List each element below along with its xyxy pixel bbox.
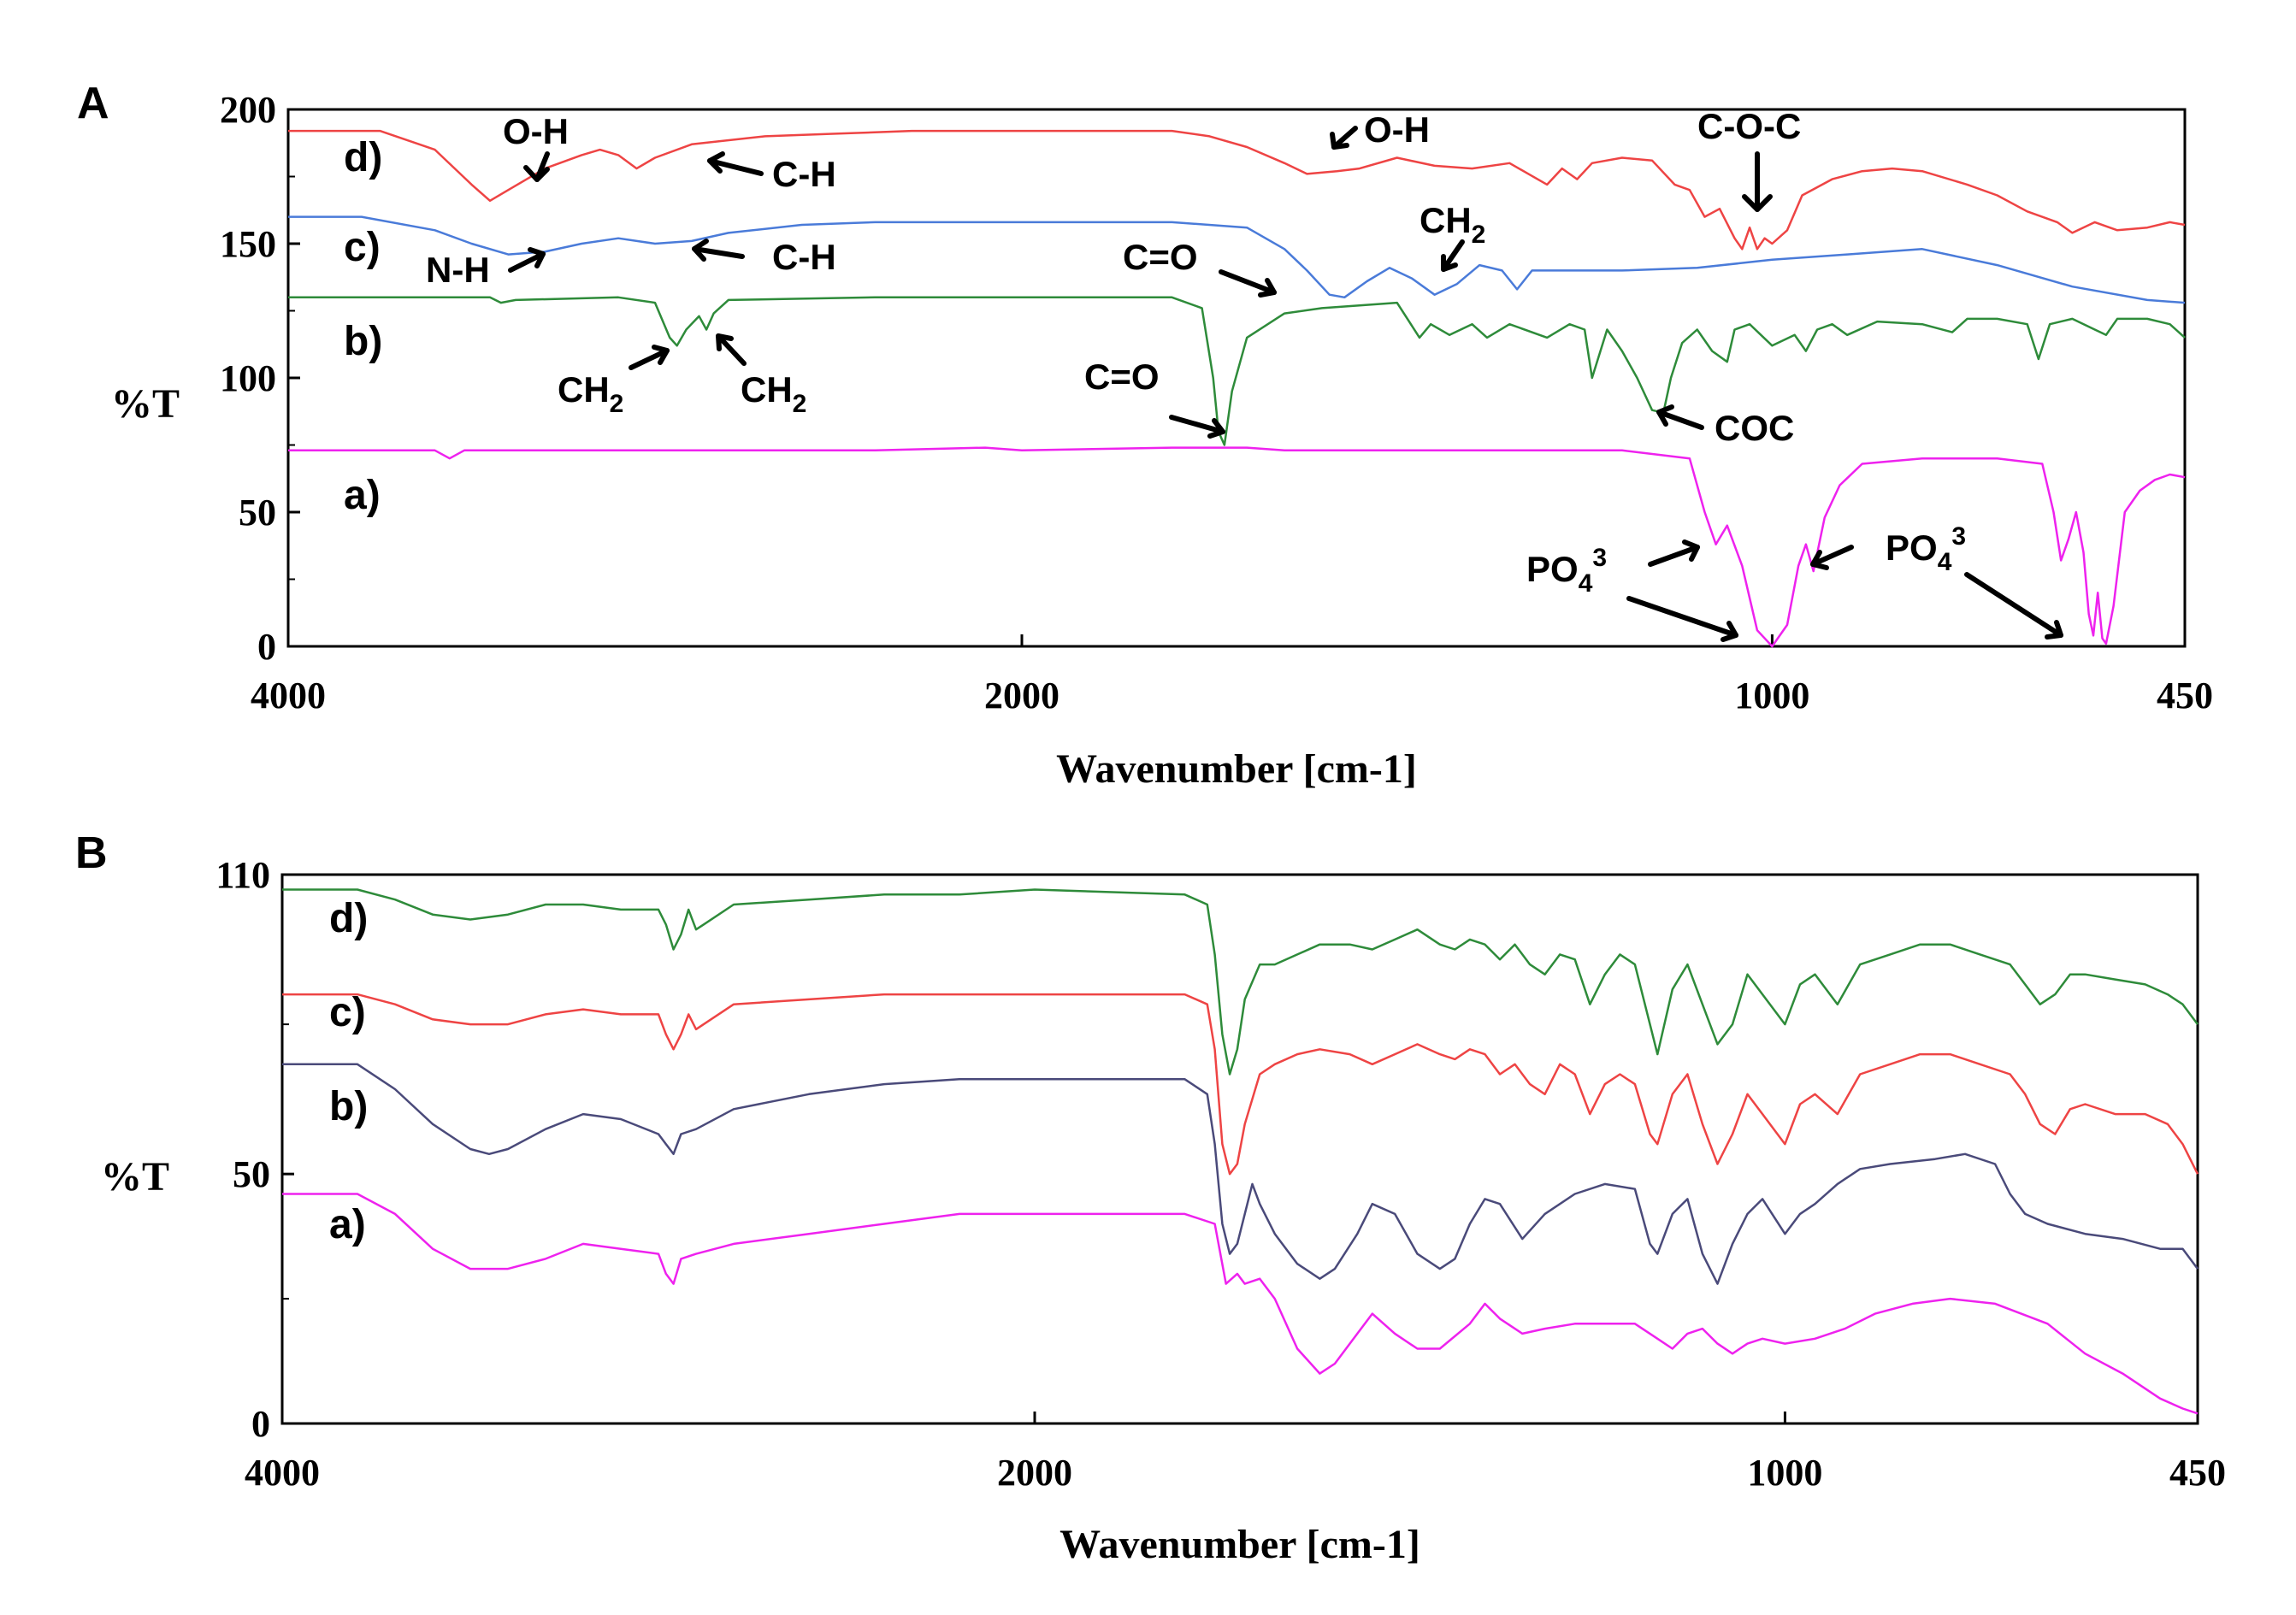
arrow-ch2-3 <box>716 333 747 366</box>
annotation-po4-1-sub: 4 <box>1579 569 1593 598</box>
arrow-po4-1a <box>1648 539 1700 567</box>
y-tick-label: 100 <box>220 357 276 399</box>
series-line-b <box>282 1063 2199 1285</box>
annotation-ch2-1-sub: 2 <box>1472 221 1486 249</box>
arrow-oh-1 <box>523 151 550 182</box>
panel-b-series <box>282 888 2199 1415</box>
arrow-oh-2 <box>1330 126 1358 150</box>
panel-b: B 0 50 110 4000 2000 1000 450 %T Wavenumber [… <box>75 828 2226 1567</box>
panel-a-x-ticks: 4000 2000 1000 450 <box>251 634 2213 716</box>
x-tick-label: 1000 <box>1734 675 1809 716</box>
panel-a-trace-label-b: b) <box>344 319 382 364</box>
x-tick-label: 2000 <box>997 1452 1072 1494</box>
panel-b-x-axis-label: Wavenumber [cm-1] <box>1059 1522 1420 1567</box>
panel-b-trace-label-d: d) <box>329 896 368 941</box>
series-line-c <box>288 215 2186 304</box>
series-line-b <box>288 296 2186 446</box>
annotation-ch2-2: CH2 <box>558 369 623 418</box>
annotation-po4-2-sub: 4 <box>1938 548 1952 576</box>
y-tick-label: 0 <box>257 626 276 668</box>
arrow-coc-1 <box>1742 151 1773 212</box>
annotation-coc-1: C-O-C <box>1697 106 1801 146</box>
arrow-ch-1 <box>707 151 764 176</box>
annotation-ch2-1-main: CH <box>1420 200 1472 240</box>
annotation-po4-2-main: PO <box>1886 528 1938 568</box>
panel-a-trace-label-c: c) <box>344 225 381 270</box>
arrow-po4-2a <box>1810 545 1854 570</box>
annotation-po4-2-sup: 3 <box>1951 522 1966 551</box>
series-line-a <box>282 1193 2199 1415</box>
x-tick-label: 1000 <box>1747 1452 1822 1494</box>
annotation-ch2-3-main: CH <box>741 369 793 410</box>
x-tick-label: 2000 <box>984 675 1059 716</box>
panel-a-series <box>288 129 2186 648</box>
annotation-ch-2: C-H <box>772 237 836 277</box>
panel-a-trace-label-a: a) <box>344 473 381 518</box>
panel-b-trace-labels: d) c) b) a) <box>329 896 368 1247</box>
panel-b-y-ticks: 0 50 110 <box>215 854 294 1445</box>
annotation-coc-2: COC <box>1715 408 1794 448</box>
arrow-po4-1b <box>1626 596 1738 642</box>
annotation-co-2: C=O <box>1084 357 1160 397</box>
annotation-ch2-1: CH2 <box>1420 200 1485 249</box>
arrow-co-2 <box>1169 415 1225 439</box>
panel-a-trace-label-d: d) <box>344 135 382 180</box>
series-line-a <box>288 446 2186 648</box>
arrow-coc-2 <box>1656 404 1704 430</box>
annotation-ch2-2-main: CH <box>558 369 610 410</box>
y-tick-label: 50 <box>233 1153 270 1195</box>
y-tick-label: 50 <box>239 492 276 533</box>
annotation-po4-1-sup: 3 <box>1592 544 1607 572</box>
x-tick-label: 450 <box>2169 1452 2226 1494</box>
arrow-ch-2 <box>692 239 745 262</box>
annotation-po4-1: PO43 <box>1526 544 1607 598</box>
y-tick-label: 0 <box>251 1403 270 1445</box>
y-tick-label: 200 <box>220 89 276 131</box>
y-tick-label: 110 <box>215 854 270 896</box>
series-line-c <box>282 993 2199 1176</box>
series-line-d <box>282 888 2199 1076</box>
annotation-oh-2: O-H <box>1364 109 1430 150</box>
annotation-po4-2: PO43 <box>1886 522 1966 576</box>
annotation-nh: N-H <box>426 250 490 290</box>
panel-a-label: A <box>77 79 109 128</box>
annotation-po4-1-main: PO <box>1526 549 1579 589</box>
panel-a-y-axis-label: %T <box>111 381 180 427</box>
arrow-ch2-2 <box>629 345 670 370</box>
panel-a-annotation-arrows <box>508 126 2063 642</box>
annotation-ch-1: C-H <box>772 154 836 194</box>
x-tick-label: 4000 <box>245 1452 320 1494</box>
annotation-oh-1: O-H <box>503 111 569 151</box>
series-line-d <box>288 129 2186 251</box>
panel-a-annotations: O-H C-H O-H C-O-C N-H C-H C=O CH2 CH2 CH… <box>426 106 1966 598</box>
panel-a-y-ticks: 0 50 100 150 200 <box>220 89 300 668</box>
panel-b-label: B <box>75 828 108 878</box>
x-tick-label: 450 <box>2157 675 2213 716</box>
panel-a-trace-labels: d) c) b) a) <box>344 135 382 518</box>
arrow-ch2-1 <box>1441 239 1465 272</box>
panel-b-frame <box>280 873 2199 1425</box>
panel-b-y-axis-label: %T <box>101 1154 169 1199</box>
annotation-ch2-2-sub: 2 <box>610 390 624 418</box>
arrow-nh <box>508 247 546 273</box>
panel-a-x-axis-label: Wavenumber [cm-1] <box>1056 746 1417 792</box>
arrow-co-1 <box>1219 269 1277 298</box>
y-tick-label: 150 <box>220 223 276 265</box>
panel-b-x-ticks: 4000 2000 1000 450 <box>245 1412 2226 1494</box>
annotation-ch2-3-sub: 2 <box>793 390 807 418</box>
annotation-ch2-3: CH2 <box>741 369 806 418</box>
panel-a: A 0 50 100 150 200 4000 2000 1000 450 %T Wavenu… <box>77 79 2213 792</box>
panel-b-trace-label-a: a) <box>329 1202 366 1247</box>
panel-b-trace-label-b: b) <box>329 1084 368 1129</box>
x-tick-label: 4000 <box>251 675 326 716</box>
panel-b-trace-label-c: c) <box>329 990 366 1035</box>
annotation-co-1: C=O <box>1123 237 1198 277</box>
arrow-po4-2b <box>1964 572 2063 640</box>
